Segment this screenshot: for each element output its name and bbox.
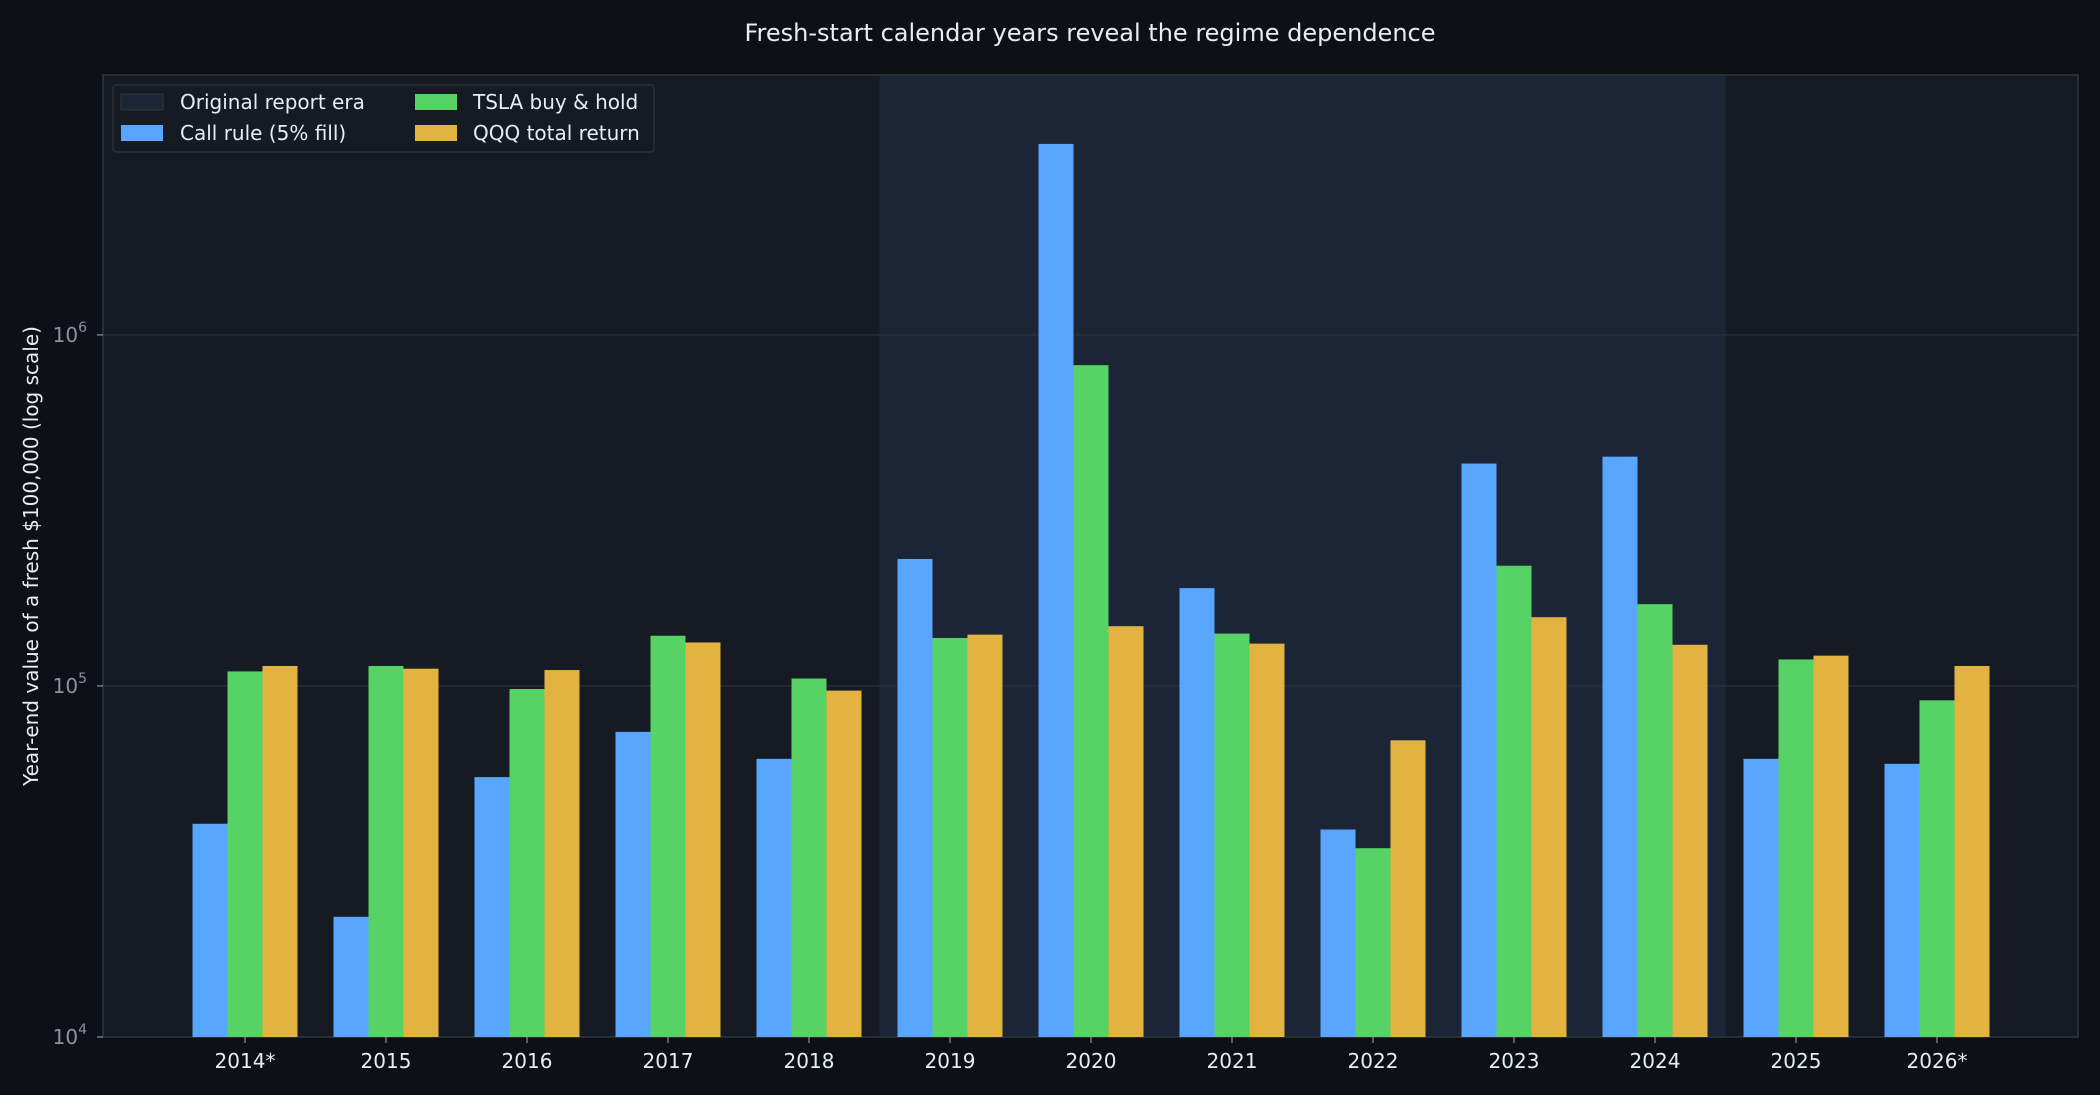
x-tick-label-2025: 2025 [1771,1049,1822,1073]
legend-label-call-rule: Call rule (5% fill) [180,121,346,145]
legend-swatch-tsla [415,94,457,110]
x-tick-label-2018: 2018 [784,1049,835,1073]
bar-qqq-total-return-2018 [826,690,862,1037]
bar-qqq-total-return-2024 [1672,644,1708,1037]
bar-call-rule-5-fill-2025 [1743,758,1779,1037]
bar-qqq-total-return-2016 [544,670,580,1037]
bar-qqq-total-return-2025 [1813,655,1849,1037]
bar-qqq-total-return-2022 [1390,740,1426,1037]
bar-tsla-buy-hold-2020 [1073,365,1109,1037]
bar-qqq-total-return-2019 [967,634,1003,1037]
x-tick-label-2016: 2016 [502,1049,553,1073]
x-tick-label-2024: 2024 [1630,1049,1681,1073]
bar-qqq-total-return-2021 [1249,643,1285,1037]
y-axis-label: Year-end value of a fresh $100,000 (log … [19,326,43,787]
bar-tsla-buy-hold-2014 [227,671,263,1037]
highlight-band-layer [879,76,1726,1036]
x-tick-labels: 2014* 2015 2016 2017 2018 2019 2020 2021 2022 202… [215,1037,1968,1073]
chart-title: Fresh-start calendar years reveal the re… [745,19,1436,47]
bar-qqq-total-return-2026 [1954,665,1990,1037]
bar-qqq-total-return-2015 [403,668,439,1037]
bar-call-rule-5-fill-2016 [474,777,510,1037]
bar-tsla-buy-hold-2022 [1355,848,1391,1037]
bar-tsla-buy-hold-2023 [1496,565,1532,1037]
bar-call-rule-5-fill-2018 [756,758,792,1037]
x-tick-label-2026: 2026* [1907,1049,1968,1073]
bar-call-rule-5-fill-2019 [897,558,933,1037]
bar-tsla-buy-hold-2025 [1778,659,1814,1037]
bar-tsla-buy-hold-2019 [932,637,968,1037]
bars-layer [192,143,1990,1038]
bar-tsla-buy-hold-2024 [1637,604,1673,1037]
x-tick-label-2020: 2020 [1066,1049,1117,1073]
legend-swatch-call-rule [121,125,163,141]
x-tick-label-2022: 2022 [1348,1049,1399,1073]
legend-swatch-qqq [415,125,457,141]
bar-tsla-buy-hold-2026 [1919,700,1955,1037]
bar-call-rule-5-fill-2015 [333,916,369,1037]
bar-call-rule-5-fill-2023 [1461,463,1497,1037]
bar-qqq-total-return-2017 [685,642,721,1037]
bar-call-rule-5-fill-2024 [1602,456,1638,1038]
legend-frame [112,84,655,153]
bar-tsla-buy-hold-2016 [509,689,545,1037]
x-tick-label-2019: 2019 [925,1049,976,1073]
bar-qqq-total-return-2014 [262,665,298,1037]
bar-tsla-buy-hold-2017 [650,635,686,1037]
bar-call-rule-5-fill-2014 [192,823,228,1037]
bar-call-rule-5-fill-2017 [615,731,651,1037]
bar-qqq-total-return-2020 [1108,626,1144,1037]
legend: Original report era Call rule (5% fill) … [112,84,655,153]
legend-swatch-report-era [120,93,164,111]
x-tick-label-2014: 2014* [215,1049,276,1073]
legend-label-tsla: TSLA buy & hold [472,90,638,114]
bar-call-rule-5-fill-2022 [1320,829,1356,1037]
x-tick-label-2023: 2023 [1489,1049,1540,1073]
bar-call-rule-5-fill-2026 [1884,763,1920,1037]
legend-label-report-era: Original report era [180,90,365,114]
x-tick-label-2021: 2021 [1207,1049,1258,1073]
bar-tsla-buy-hold-2021 [1214,633,1250,1037]
x-tick-label-2017: 2017 [643,1049,694,1073]
bar-call-rule-5-fill-2020 [1038,143,1074,1037]
bar-tsla-buy-hold-2015 [368,665,404,1037]
legend-label-qqq: QQQ total return [473,121,640,145]
report-era-band [879,76,1726,1036]
x-tick-label-2015: 2015 [361,1049,412,1073]
bar-tsla-buy-hold-2018 [791,678,827,1037]
bar-call-rule-5-fill-2021 [1179,588,1215,1037]
bar-qqq-total-return-2023 [1531,617,1567,1037]
